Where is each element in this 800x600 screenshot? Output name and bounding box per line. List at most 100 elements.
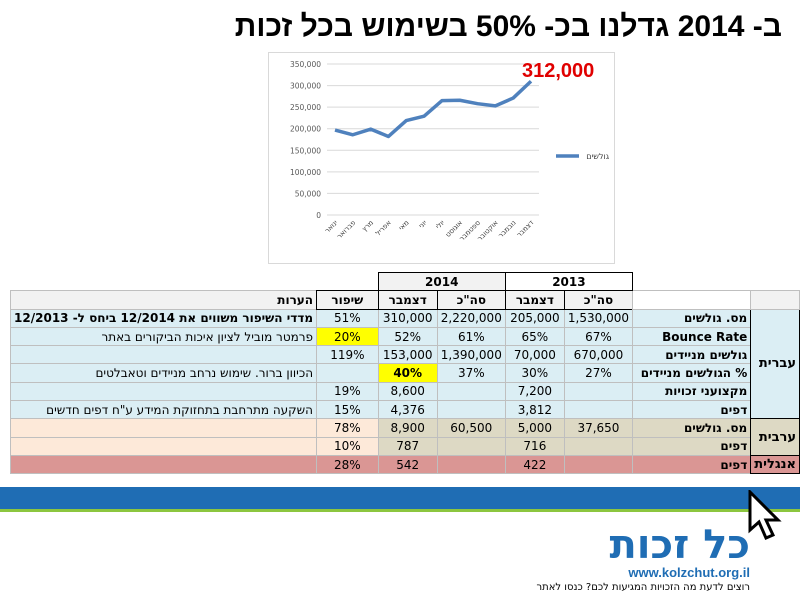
table-row: אנגלית דפים 422 542 28% [9,454,800,475]
header-notes: הערות [9,290,318,310]
note: הכיוון ברור. שימוש נרחב מניידים וטאבלטים [9,363,318,383]
header-dec-2013: דצמבר [504,290,565,310]
y-tick-label: 0 [316,211,321,220]
x-tick-label: יוני [417,218,429,230]
note: פרמטר מוביל לציון איכות הביקורים באתר [9,326,318,347]
logo: כל זכות [609,522,750,568]
mouse-cursor-icon [748,490,782,540]
note [9,418,318,438]
dec-2014: 542 [377,454,438,475]
improvement: 78% [316,418,379,438]
site-url[interactable]: www.kolzchut.org.il [628,565,750,580]
row-label: מס. גולשים [631,308,752,328]
total-2014 [436,436,506,456]
header-improvement: שיפור [316,290,379,310]
group-hebrew: עברית [750,308,800,420]
note: מדדי השיפור משווים את 12/2014 ביחס ל- 12… [9,308,318,328]
row-label: מס. גולשים [631,418,752,438]
x-tick-label: פברואר [335,219,357,241]
dec-2013: 205,000 [504,308,565,328]
improvement: 51% [316,308,379,328]
total-2014: 37% [436,363,506,383]
y-tick-label: 150,000 [290,146,321,155]
total-2013 [563,400,634,420]
y-tick-label: 350,000 [290,60,321,69]
year-2013: 2013 [504,271,634,292]
y-tick-label: 300,000 [290,82,321,91]
dec-2014: 8,600 [377,381,438,402]
improvement: 119% [316,345,379,365]
header-total-2014: סה"כ [436,290,506,310]
total-2014: 60,500 [436,418,506,438]
footer-band [0,487,800,512]
improvement: 20% [316,326,379,347]
row-label: דפים [631,436,752,456]
row-label: % הגולשים מניידים [631,363,752,383]
total-2013 [563,454,634,475]
y-tick-label: 200,000 [290,125,321,134]
year-header-row: 2013 2014 [11,271,800,292]
line-chart: 0 50,000 100,000 150,000 200,000 250,000 300,0… [268,52,615,264]
row-label: מקצועני זכויות [631,381,752,402]
tagline: רוצים לדעת מה הזכויות המגיעות לכם? כנסו … [536,582,750,593]
series-line-גולשים [334,79,533,139]
table-row: מקצועני זכויות 7,200 8,600 19% [9,381,800,402]
row-label: דפים [631,400,752,420]
dec-2014: 310,000 [377,308,438,328]
stats-table: 2013 2014 סה"כ דצמבר סה"כ דצמבר שיפור הע… [9,271,800,475]
note [9,381,318,402]
total-2014: 1,390,000 [436,345,506,365]
dec-2013: 716 [504,436,565,456]
x-tick-label: דצמבר [515,219,535,239]
dec-2014: 153,000 [377,345,438,365]
note [9,345,318,365]
total-2014: 61% [436,326,506,347]
x-tick-label: אפריל [374,219,393,238]
dec-2014: 4,376 [377,400,438,420]
improvement: 15% [316,400,379,420]
total-2013: 670,000 [563,345,634,365]
dec-2013: 3,812 [504,400,565,420]
total-2013 [563,381,634,402]
dec-2013: 70,000 [504,345,565,365]
total-2013: 27% [563,363,634,383]
improvement: 10% [316,436,379,456]
header-total-2013: סה"כ [563,290,634,310]
dec-2014: 40% [377,363,438,383]
dec-2013: 5,000 [504,418,565,438]
column-header-row: סה"כ דצמבר סה"כ דצמבר שיפור הערות [9,290,800,310]
group-arabic: ערבית [750,418,800,456]
dec-2014: 787 [377,436,438,456]
note: השקעה מתרחבת בתחזוקת המידע ע"ח דפים חדשי… [9,400,318,420]
legend-label: גולשים [586,152,609,161]
y-tick-label: 100,000 [290,168,321,177]
dec-2013: 7,200 [504,381,565,402]
dec-2014: 52% [377,326,438,347]
chart-annotation: 312,000 [522,60,595,82]
dec-2013: 65% [504,326,565,347]
total-2013: 67% [563,326,634,347]
y-tick-label: 50,000 [295,189,321,198]
x-tick-label: נובמבר [497,219,518,240]
total-2014 [436,454,506,475]
dec-2014: 8,900 [377,418,438,438]
x-tick-label: מרץ [361,219,376,234]
total-2014 [436,381,506,402]
improvement: 28% [316,454,379,475]
group-english: אנגלית [750,454,800,475]
table-row: Bounce Rate 67% 65% 61% 52% 20% פרמטר מוביל לצ… [9,326,800,347]
table-row: ערבית מס. גולשים 37,650 5,000 60,500 8,900 78% [9,418,800,456]
x-tick-label: יולי [434,218,446,230]
note [9,454,318,475]
x-tick-label: מאי [397,219,411,233]
table-row: עברית מס. גולשים 1,530,000 205,000 2,220,000… [9,308,800,420]
total-2013: 1,530,000 [563,308,634,328]
total-2013 [563,436,634,456]
total-2013: 37,650 [563,418,634,438]
improvement: 19% [316,381,379,402]
dec-2013: 422 [504,454,565,475]
total-2014: 2,220,000 [436,308,506,328]
table-row: % הגולשים מניידים 27% 30% 37% 40% הכיוון ברור… [9,363,800,383]
table-row: דפים 3,812 4,376 15% השקעה מתרחבת בתחזוקת המ… [9,400,800,420]
y-tick-label: 250,000 [290,103,321,112]
